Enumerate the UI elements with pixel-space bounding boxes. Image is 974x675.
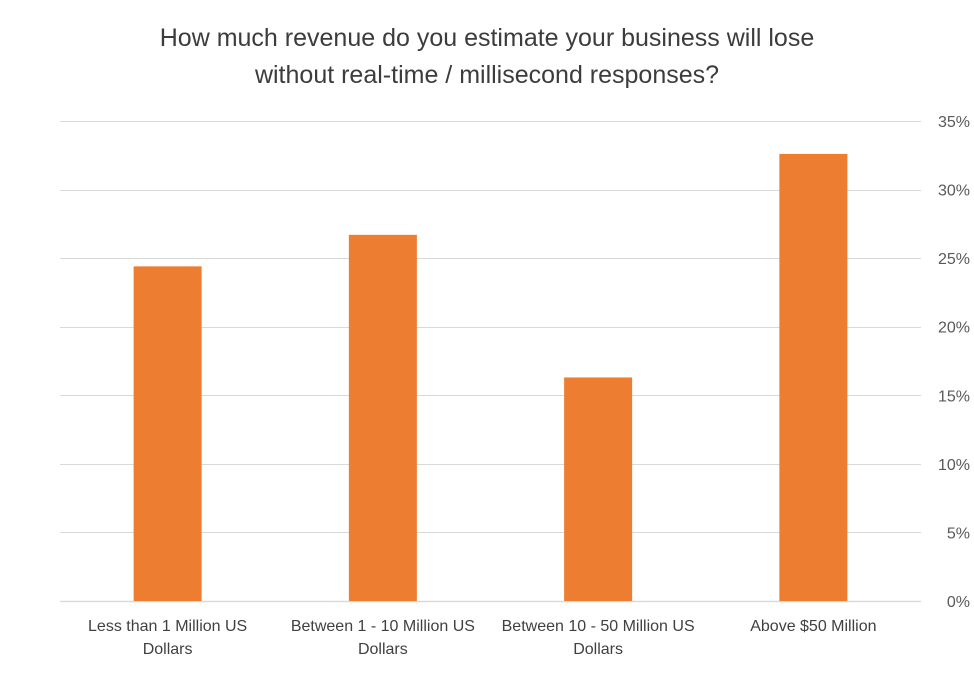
bar-1 — [133, 266, 202, 601]
x-tick-label: Less than 1 Million US — [88, 618, 247, 635]
y-tick-label: 35% — [938, 114, 970, 131]
y-tick-label: 15% — [938, 388, 970, 405]
y-tick-label: 10% — [938, 457, 970, 474]
bar-2 — [348, 234, 417, 602]
y-tick-label: 20% — [938, 320, 970, 337]
x-tick-label: Dollars — [358, 641, 408, 658]
y-tick-label: 25% — [938, 251, 970, 268]
x-tick-label: Above $50 Million — [750, 618, 876, 635]
chart-title-line-2: without real-time / millisecond response… — [254, 61, 720, 89]
chart-title: How much revenue do you estimate your bu… — [0, 20, 974, 94]
x-tick-label: Dollars — [573, 641, 623, 658]
y-tick-label: 5% — [947, 525, 970, 542]
y-tick-label: 0% — [947, 594, 970, 611]
x-tick-label: Between 1 - 10 Million US — [291, 618, 475, 635]
bar-4 — [779, 153, 848, 601]
x-tick-label: Between 10 - 50 Million US — [502, 618, 695, 635]
bar-3 — [564, 377, 633, 601]
y-tick-label: 30% — [938, 183, 970, 200]
chart-title-line-1: How much revenue do you estimate your bu… — [159, 24, 815, 52]
x-tick-label: Dollars — [143, 641, 193, 658]
